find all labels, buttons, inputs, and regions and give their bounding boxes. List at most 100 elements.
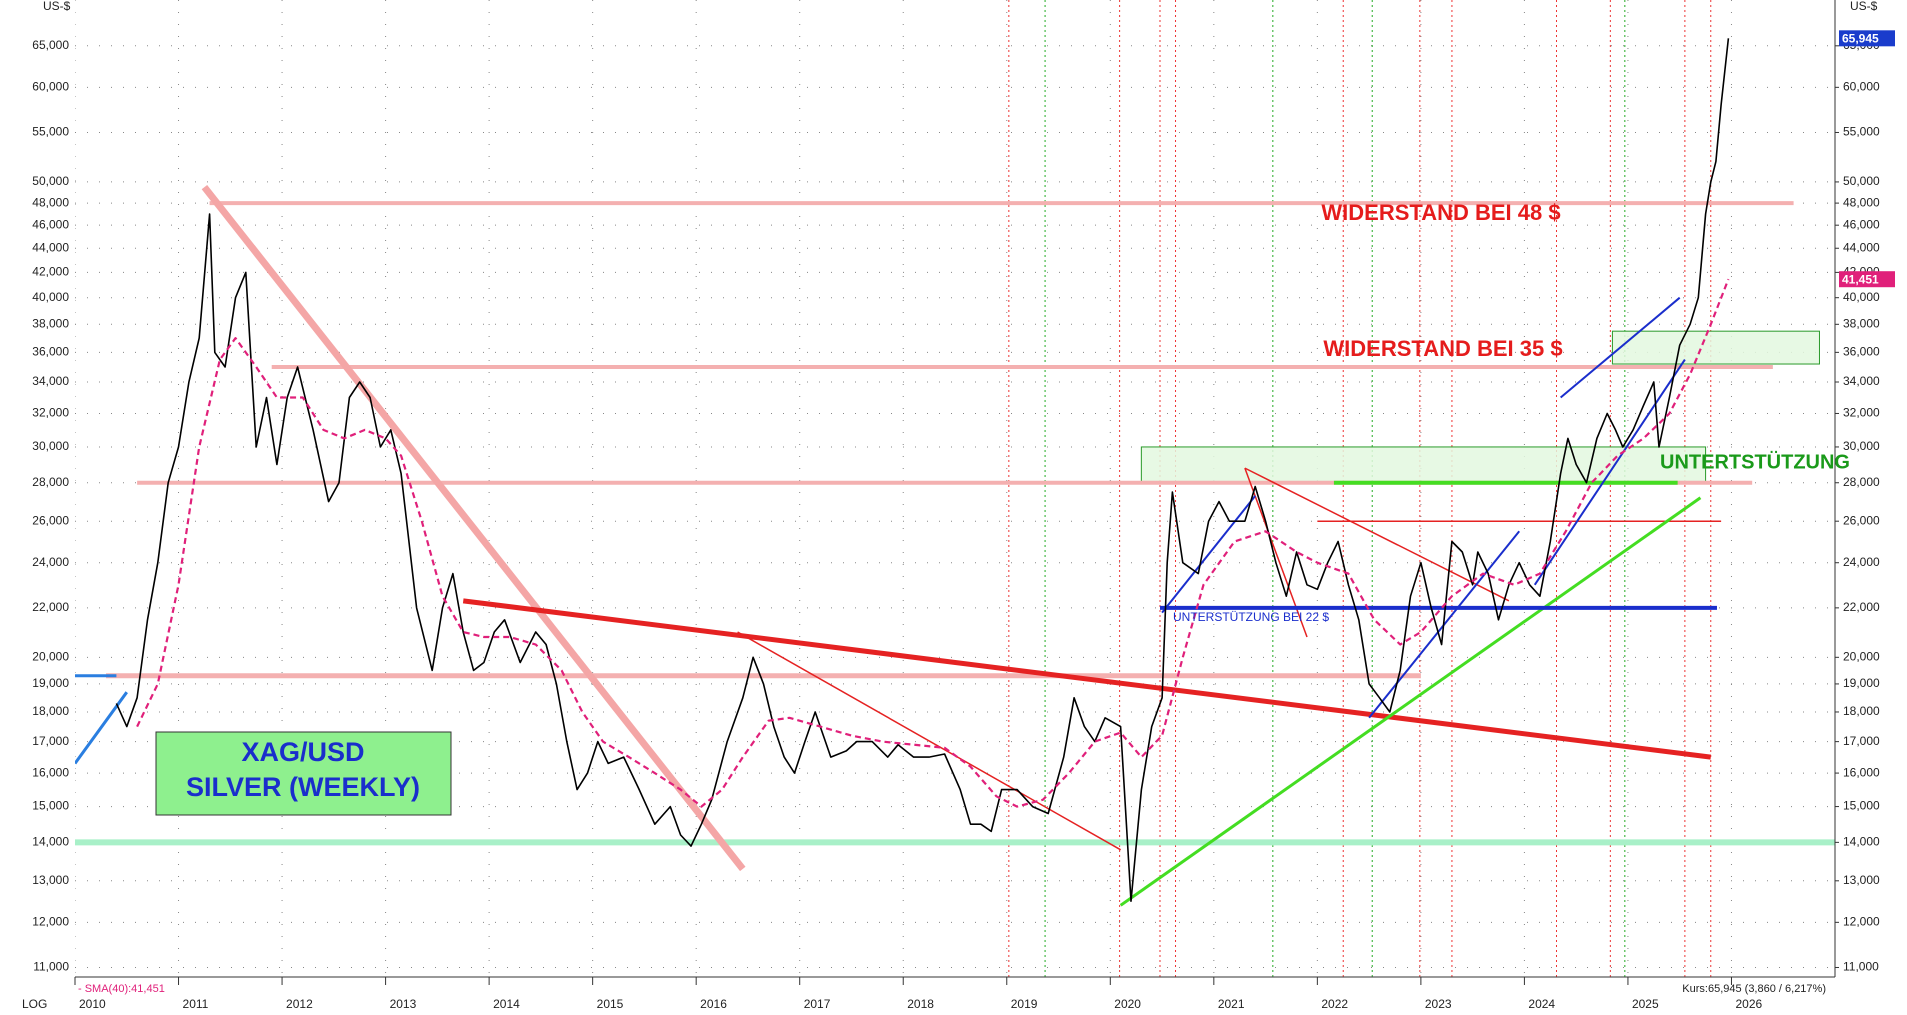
x-tick-label: 2015 — [597, 997, 624, 1011]
trend-line — [462, 598, 1712, 760]
y-tick-label: 24,000 — [32, 555, 69, 569]
y-tick-label: 20,000 — [32, 649, 69, 663]
y-tick-label: 40,000 — [1843, 290, 1880, 304]
trend-line — [201, 184, 746, 872]
y-tick-label: 17,000 — [32, 734, 69, 748]
x-tick-label: 2021 — [1218, 997, 1245, 1011]
y-tick-label: 40,000 — [32, 290, 69, 304]
y-tick-label: 20,000 — [1843, 649, 1880, 663]
y-tick-label: 48,000 — [1843, 195, 1880, 209]
y-tick-label: 44,000 — [32, 240, 69, 254]
chart-subtitle: SILVER (WEEKLY) — [186, 772, 420, 802]
y-tick-label: 60,000 — [1843, 80, 1880, 94]
x-tick-label: 2012 — [286, 997, 313, 1011]
x-tick-label: 2019 — [1011, 997, 1038, 1011]
y-tick-label: 19,000 — [32, 676, 69, 690]
y-tick-label: 14,000 — [1843, 835, 1880, 849]
last-value-label: 41,451 — [1842, 272, 1879, 286]
y-tick-label: 12,000 — [32, 915, 69, 929]
x-tick-label: 2026 — [1735, 997, 1762, 1011]
y-tick-label: 30,000 — [32, 439, 69, 453]
y-tick-label: 18,000 — [1843, 704, 1880, 718]
trend-line — [1560, 296, 1681, 399]
y-tick-label: 12,000 — [1843, 915, 1880, 929]
unit-label: US-$ — [1850, 0, 1878, 13]
plot-area — [75, 0, 1835, 977]
annotation: WIDERSTAND BEI 35 $ — [1323, 336, 1562, 361]
y-tick-label: 17,000 — [1843, 734, 1880, 748]
y-tick-label: 16,000 — [1843, 765, 1880, 779]
unit-label: US-$ — [43, 0, 71, 13]
legend-sma: - SMA(40):41,451 — [78, 983, 165, 995]
last-value-box — [1839, 271, 1895, 288]
scale-label: LOG — [22, 997, 47, 1011]
y-tick-label: 46,000 — [1843, 217, 1880, 231]
sma-line — [136, 278, 1730, 808]
y-tick-label: 26,000 — [1843, 513, 1880, 527]
y-tick-label: 55,000 — [1843, 125, 1880, 139]
trend-line — [737, 631, 1122, 851]
y-tick-label: 38,000 — [32, 316, 69, 330]
x-tick-label: 2017 — [804, 997, 831, 1011]
y-tick-label: 48,000 — [32, 195, 69, 209]
x-tick-label: 2014 — [493, 997, 520, 1011]
y-tick-label: 22,000 — [32, 600, 69, 614]
y-tick-label: 24,000 — [1843, 555, 1880, 569]
zone-box — [1611, 330, 1820, 365]
y-tick-label: 36,000 — [32, 345, 69, 359]
x-tick-label: 2013 — [390, 997, 417, 1011]
y-tick-label: 16,000 — [32, 765, 69, 779]
y-tick-label: 28,000 — [32, 475, 69, 489]
y-tick-label: 11,000 — [1843, 960, 1879, 974]
x-tick-label: 2011 — [183, 997, 209, 1011]
annotation: UNTERTSTÜTZUNG — [1660, 450, 1850, 473]
y-tick-label: 15,000 — [32, 799, 69, 813]
last-value-label: 65,945 — [1842, 31, 1879, 45]
price-info: Kurs:65,945 (3,860 / 6,217%) — [1682, 983, 1826, 995]
y-tick-label: 34,000 — [1843, 374, 1880, 388]
y-tick-label: 44,000 — [1843, 240, 1880, 254]
y-tick-label: 65,000 — [32, 38, 69, 52]
zone-box — [1140, 446, 1707, 484]
y-tick-label: 28,000 — [1843, 475, 1880, 489]
trend-line — [1161, 495, 1257, 614]
price-line — [115, 38, 1730, 902]
y-tick-label: 11,000 — [33, 960, 69, 974]
x-tick-label: 2025 — [1632, 997, 1659, 1011]
y-tick-label: 55,000 — [32, 125, 69, 139]
y-tick-label: 19,000 — [1843, 676, 1880, 690]
y-tick-label: 46,000 — [32, 217, 69, 231]
x-tick-label: 2018 — [907, 997, 934, 1011]
y-tick-label: 32,000 — [32, 406, 69, 420]
chart-title: XAG/USD — [241, 737, 364, 767]
y-tick-label: 13,000 — [1843, 873, 1880, 887]
annotation: UNTERSTÜTZUNG BEI 22 $ — [1173, 610, 1329, 624]
y-tick-label: 38,000 — [1843, 316, 1880, 330]
y-tick-label: 50,000 — [1843, 174, 1880, 188]
y-tick-label: 14,000 — [32, 835, 69, 849]
annotation: WIDERSTAND BEI 48 $ — [1321, 200, 1560, 225]
x-tick-label: 2024 — [1528, 997, 1555, 1011]
trend-line — [1119, 496, 1702, 907]
last-value-box — [1839, 30, 1895, 47]
y-tick-label: 13,000 — [32, 873, 69, 887]
x-tick-label: 2010 — [79, 997, 106, 1011]
trend-line — [1244, 467, 1510, 602]
y-tick-label: 42,000 — [32, 265, 69, 279]
x-tick-label: 2023 — [1425, 997, 1452, 1011]
x-tick-label: 2022 — [1321, 997, 1348, 1011]
title-box — [155, 731, 452, 816]
trend-line — [75, 691, 128, 765]
y-tick-label: 18,000 — [32, 704, 69, 718]
x-tick-label: 2016 — [700, 997, 727, 1011]
y-tick-label: 60,000 — [32, 80, 69, 94]
y-tick-label: 30,000 — [1843, 439, 1880, 453]
y-tick-label: 34,000 — [32, 374, 69, 388]
y-tick-label: 36,000 — [1843, 345, 1880, 359]
y-tick-label: 32,000 — [1843, 406, 1880, 420]
y-tick-label: 15,000 — [1843, 799, 1880, 813]
y-tick-label: 26,000 — [32, 513, 69, 527]
y-tick-label: 50,000 — [32, 174, 69, 188]
